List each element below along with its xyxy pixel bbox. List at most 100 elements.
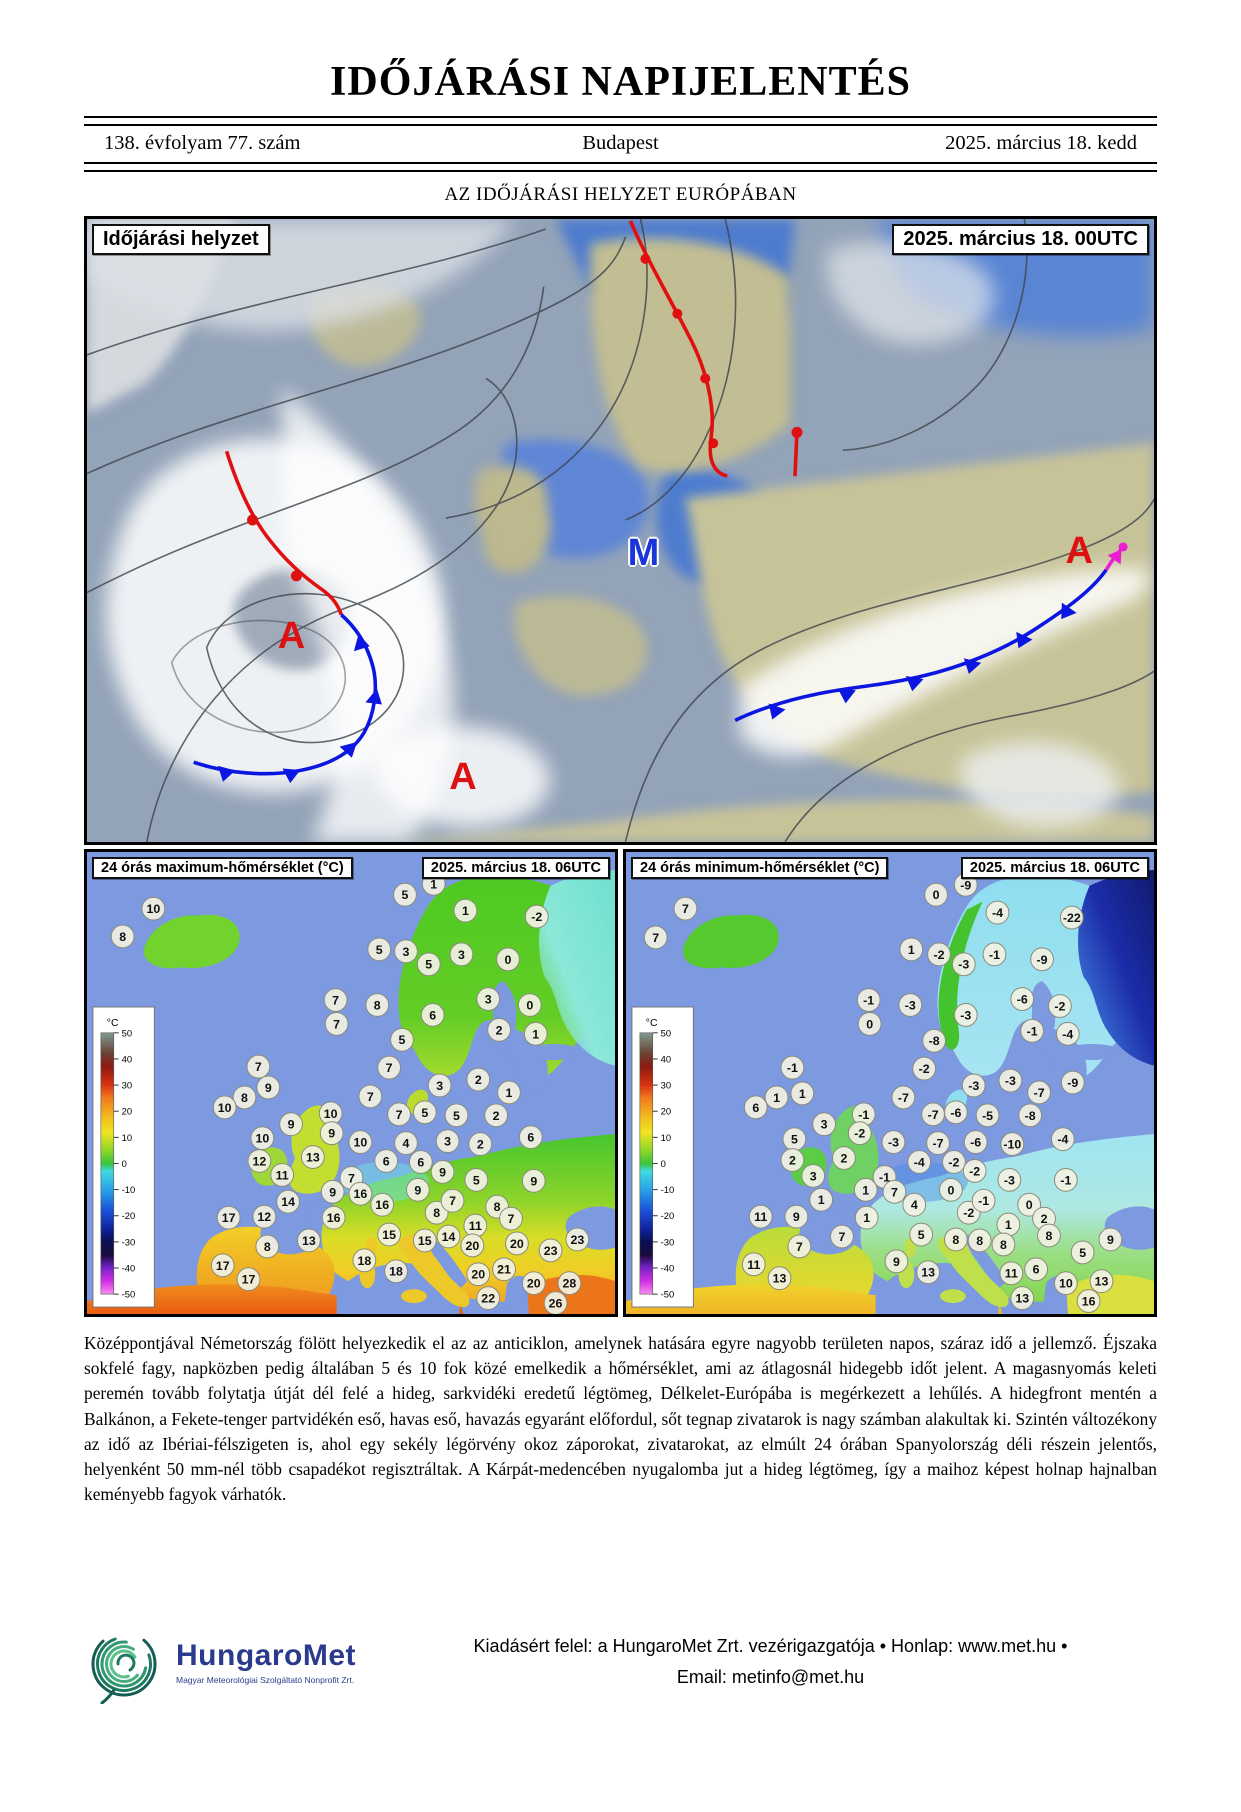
station-marker [1053, 1271, 1078, 1296]
station-marker [643, 925, 668, 950]
station-temperature: -3 [905, 998, 916, 1012]
station-temperature: 4 [403, 1137, 410, 1151]
station-temperature: 1 [863, 1211, 870, 1225]
station-marker [1048, 994, 1072, 1018]
station-marker [1060, 1070, 1085, 1095]
station-marker [387, 1102, 411, 1127]
station-marker [393, 882, 417, 907]
station-temperature: 13 [306, 1150, 320, 1164]
logo-spiral-icon [91, 1631, 157, 1704]
station-temperature: 11 [469, 1219, 482, 1233]
station-temperature: 5 [791, 1133, 798, 1147]
svg-text:0: 0 [661, 1158, 666, 1169]
station-marker [466, 1262, 491, 1287]
station-temperature: 7 [396, 1108, 403, 1122]
station-temperature: 9 [793, 1210, 800, 1224]
station-marker [557, 1271, 582, 1296]
station-marker [1076, 1289, 1101, 1314]
station-marker [424, 1200, 449, 1225]
station-temperature: 11 [754, 1210, 767, 1224]
station-temperature: -2 [1054, 999, 1065, 1013]
station-marker [1018, 1103, 1043, 1128]
station-marker [255, 1234, 280, 1259]
station-marker [882, 1179, 907, 1204]
max-temp-map-label: 24 órás maximum-hőmérséklet (°C) [92, 857, 353, 879]
svg-text:20: 20 [661, 1106, 671, 1117]
station-marker [408, 1150, 433, 1174]
station-temperature: 3 [485, 992, 492, 1006]
station-temperature: 9 [329, 1185, 336, 1199]
station-marker [323, 988, 348, 1012]
station-temperature: 1 [799, 1087, 806, 1101]
station-marker [348, 1130, 373, 1155]
svg-text:-20: -20 [661, 1210, 675, 1221]
footer: HungaroMet Magyar Meteorológiai Szolgált… [84, 1620, 1157, 1704]
station-marker [377, 1055, 402, 1080]
station-marker [812, 1112, 837, 1137]
station-marker [748, 1204, 773, 1229]
station-temperature: 4 [911, 1198, 918, 1212]
svg-text:40: 40 [122, 1053, 132, 1064]
station-marker [999, 1261, 1024, 1286]
station-marker [464, 1167, 489, 1192]
pressure-letters-layer: A M A A [87, 219, 1154, 842]
station-marker [521, 1168, 546, 1193]
station-marker [430, 1160, 455, 1184]
svg-text:°C: °C [107, 1018, 119, 1029]
station-marker [320, 1179, 345, 1204]
station-marker [497, 1080, 521, 1105]
station-marker [420, 1003, 445, 1027]
station-temperature: 20 [471, 1268, 485, 1282]
station-marker [324, 1011, 349, 1036]
svg-text:°C: °C [646, 1018, 658, 1029]
station-marker [767, 1266, 792, 1291]
station-temperature: 10 [218, 1101, 232, 1115]
station-temperature: -3 [958, 958, 969, 972]
station-marker [517, 993, 542, 1017]
station-temperature: 7 [386, 1061, 393, 1075]
station-marker [943, 1227, 968, 1252]
station-temperature: 5 [399, 1033, 406, 1047]
station-marker [440, 1188, 465, 1213]
station-marker [321, 1205, 346, 1230]
station-temperature: 0 [866, 1017, 873, 1031]
station-marker [444, 1103, 469, 1128]
station-temperature: 3 [444, 1135, 451, 1149]
station-marker [270, 1162, 295, 1187]
svg-text:-30: -30 [661, 1236, 675, 1247]
station-temperature: 1 [773, 1091, 780, 1105]
station-marker [412, 1228, 437, 1253]
station-temperature: -6 [970, 1136, 981, 1150]
station-marker [449, 942, 474, 967]
station-marker [1024, 1257, 1049, 1282]
station-marker [854, 1205, 879, 1230]
station-temperature: 2 [789, 1153, 796, 1167]
station-marker [997, 1167, 1022, 1192]
station-temperature: 7 [348, 1171, 355, 1185]
station-temperature: 7 [652, 931, 659, 945]
station-marker [216, 1205, 241, 1230]
report-page: IDŐJÁRÁSI NAPIJELENTÉS 138. évfolyam 77.… [84, 58, 1157, 1704]
station-temperature: 8 [1046, 1229, 1053, 1243]
station-temperature: 1 [862, 1183, 869, 1197]
station-marker [899, 937, 924, 962]
weather-fronts [193, 220, 1128, 784]
station-temperature: 14 [442, 1230, 456, 1244]
station-marker [898, 993, 923, 1017]
station-marker [847, 1121, 872, 1146]
station-marker [436, 1224, 461, 1249]
station-temperature: 9 [893, 1255, 900, 1269]
station-temperature: 3 [821, 1118, 828, 1132]
bottom-rule [84, 162, 1157, 172]
station-temperature: 26 [549, 1297, 563, 1311]
station-marker [784, 1204, 809, 1229]
station-marker [300, 1145, 325, 1169]
station-temperature: 22 [481, 1292, 495, 1306]
station-temperature: 5 [421, 1106, 428, 1120]
station-temperature: 11 [1005, 1267, 1018, 1281]
station-temperature: 7 [839, 1230, 846, 1244]
station-temperature: -2 [969, 1164, 980, 1178]
station-temperature: -4 [1062, 1027, 1073, 1041]
station-marker [252, 1204, 277, 1229]
